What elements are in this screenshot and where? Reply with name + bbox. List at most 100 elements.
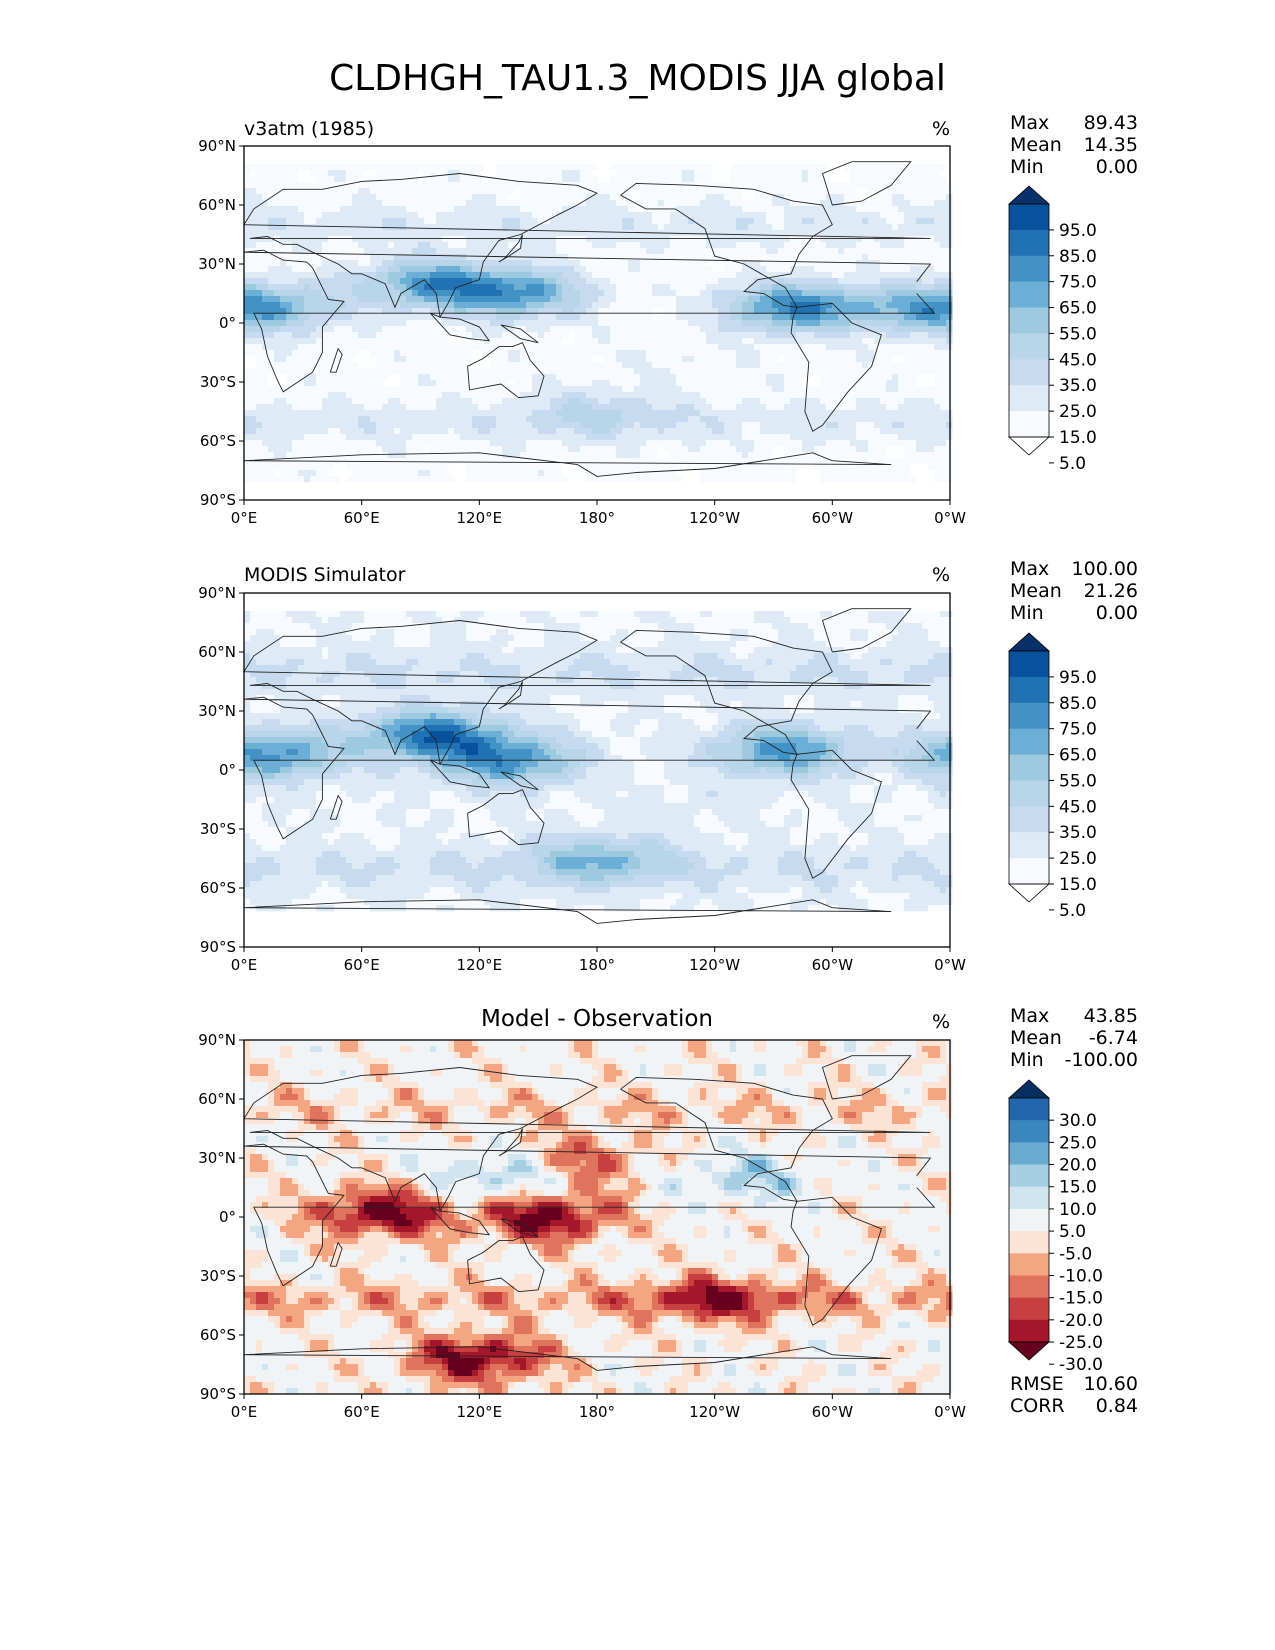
field-cell xyxy=(796,278,803,285)
field-cell xyxy=(826,188,833,195)
field-cell xyxy=(646,188,653,195)
field-cell xyxy=(838,392,845,399)
field-cell xyxy=(622,200,629,207)
field-cell xyxy=(796,362,803,369)
field-cell xyxy=(454,236,461,243)
field-cell xyxy=(700,374,707,381)
field-cell xyxy=(388,398,395,405)
field-cell xyxy=(304,356,311,363)
field-cell xyxy=(424,326,431,333)
field-cell xyxy=(910,332,917,339)
field-cell xyxy=(484,404,491,411)
field-cell xyxy=(802,326,809,333)
field-cell xyxy=(430,224,437,231)
field-cell xyxy=(490,332,497,339)
field-cell xyxy=(724,254,731,261)
field-cell xyxy=(928,188,935,195)
field-cell xyxy=(556,326,563,333)
field-cell xyxy=(730,338,737,345)
field-cell xyxy=(532,308,539,315)
field-cell xyxy=(742,416,749,423)
field-cell xyxy=(376,254,383,261)
field-cell xyxy=(550,236,557,243)
field-cell xyxy=(304,188,311,195)
field-cell xyxy=(862,386,869,393)
field-cell xyxy=(412,164,419,171)
field-cell xyxy=(436,170,443,177)
field-cell xyxy=(802,362,809,369)
field-cell xyxy=(844,326,851,333)
field-cell xyxy=(688,212,695,219)
field-cell xyxy=(844,356,851,363)
field-cell xyxy=(814,320,821,327)
field-cell xyxy=(358,302,365,309)
field-cell xyxy=(508,290,515,297)
field-cell xyxy=(292,398,299,405)
field-cell xyxy=(658,170,665,177)
field-cell xyxy=(694,284,701,291)
field-cell xyxy=(670,248,677,255)
field-cell xyxy=(412,266,419,273)
field-cell xyxy=(598,332,605,339)
field-cell xyxy=(412,200,419,207)
field-cell xyxy=(832,368,839,375)
field-cell xyxy=(334,302,341,309)
field-cell xyxy=(358,392,365,399)
field-cell xyxy=(742,380,749,387)
field-cell xyxy=(454,386,461,393)
field-cell xyxy=(628,380,635,387)
field-cell xyxy=(748,362,755,369)
field-cell xyxy=(424,188,431,195)
field-cell xyxy=(910,290,917,297)
field-cell xyxy=(700,308,707,315)
field-cell xyxy=(400,170,407,177)
field-cell xyxy=(346,314,353,321)
field-cell xyxy=(844,260,851,267)
field-cell xyxy=(298,236,305,243)
field-cell xyxy=(856,386,863,393)
field-cell xyxy=(430,212,437,219)
field-cell xyxy=(934,254,941,261)
field-cell xyxy=(706,170,713,177)
field-cell xyxy=(484,398,491,405)
field-cell xyxy=(502,386,509,393)
field-cell xyxy=(436,374,443,381)
field-cell xyxy=(856,416,863,423)
field-cell xyxy=(940,266,947,273)
field-cell xyxy=(766,344,773,351)
field-cell xyxy=(628,314,635,321)
field-cell xyxy=(376,380,383,387)
field-cell xyxy=(478,392,485,399)
field-cell xyxy=(382,284,389,291)
field-cell xyxy=(772,176,779,183)
field-cell xyxy=(880,332,887,339)
field-cell xyxy=(370,236,377,243)
field-cell xyxy=(754,236,761,243)
field-cell xyxy=(340,284,347,291)
field-cell xyxy=(808,296,815,303)
field-cell xyxy=(778,326,785,333)
field-cell xyxy=(610,248,617,255)
field-cell xyxy=(928,350,935,357)
field-cell xyxy=(352,200,359,207)
field-cell xyxy=(682,188,689,195)
field-cell xyxy=(772,302,779,309)
field-cell xyxy=(352,308,359,315)
field-cell xyxy=(364,164,371,171)
field-cell xyxy=(778,170,785,177)
field-cell xyxy=(544,242,551,249)
field-cell xyxy=(574,362,581,369)
field-cell xyxy=(730,272,737,279)
field-cell xyxy=(616,266,623,273)
field-cell xyxy=(796,410,803,417)
field-cell xyxy=(706,410,713,417)
field-cell xyxy=(292,392,299,399)
field-cell xyxy=(754,224,761,231)
field-cell xyxy=(892,284,899,291)
field-cell xyxy=(862,272,869,279)
field-cell xyxy=(538,416,545,423)
field-cell xyxy=(574,350,581,357)
field-cell xyxy=(616,176,623,183)
field-cell xyxy=(256,344,263,351)
field-cell xyxy=(274,182,281,189)
